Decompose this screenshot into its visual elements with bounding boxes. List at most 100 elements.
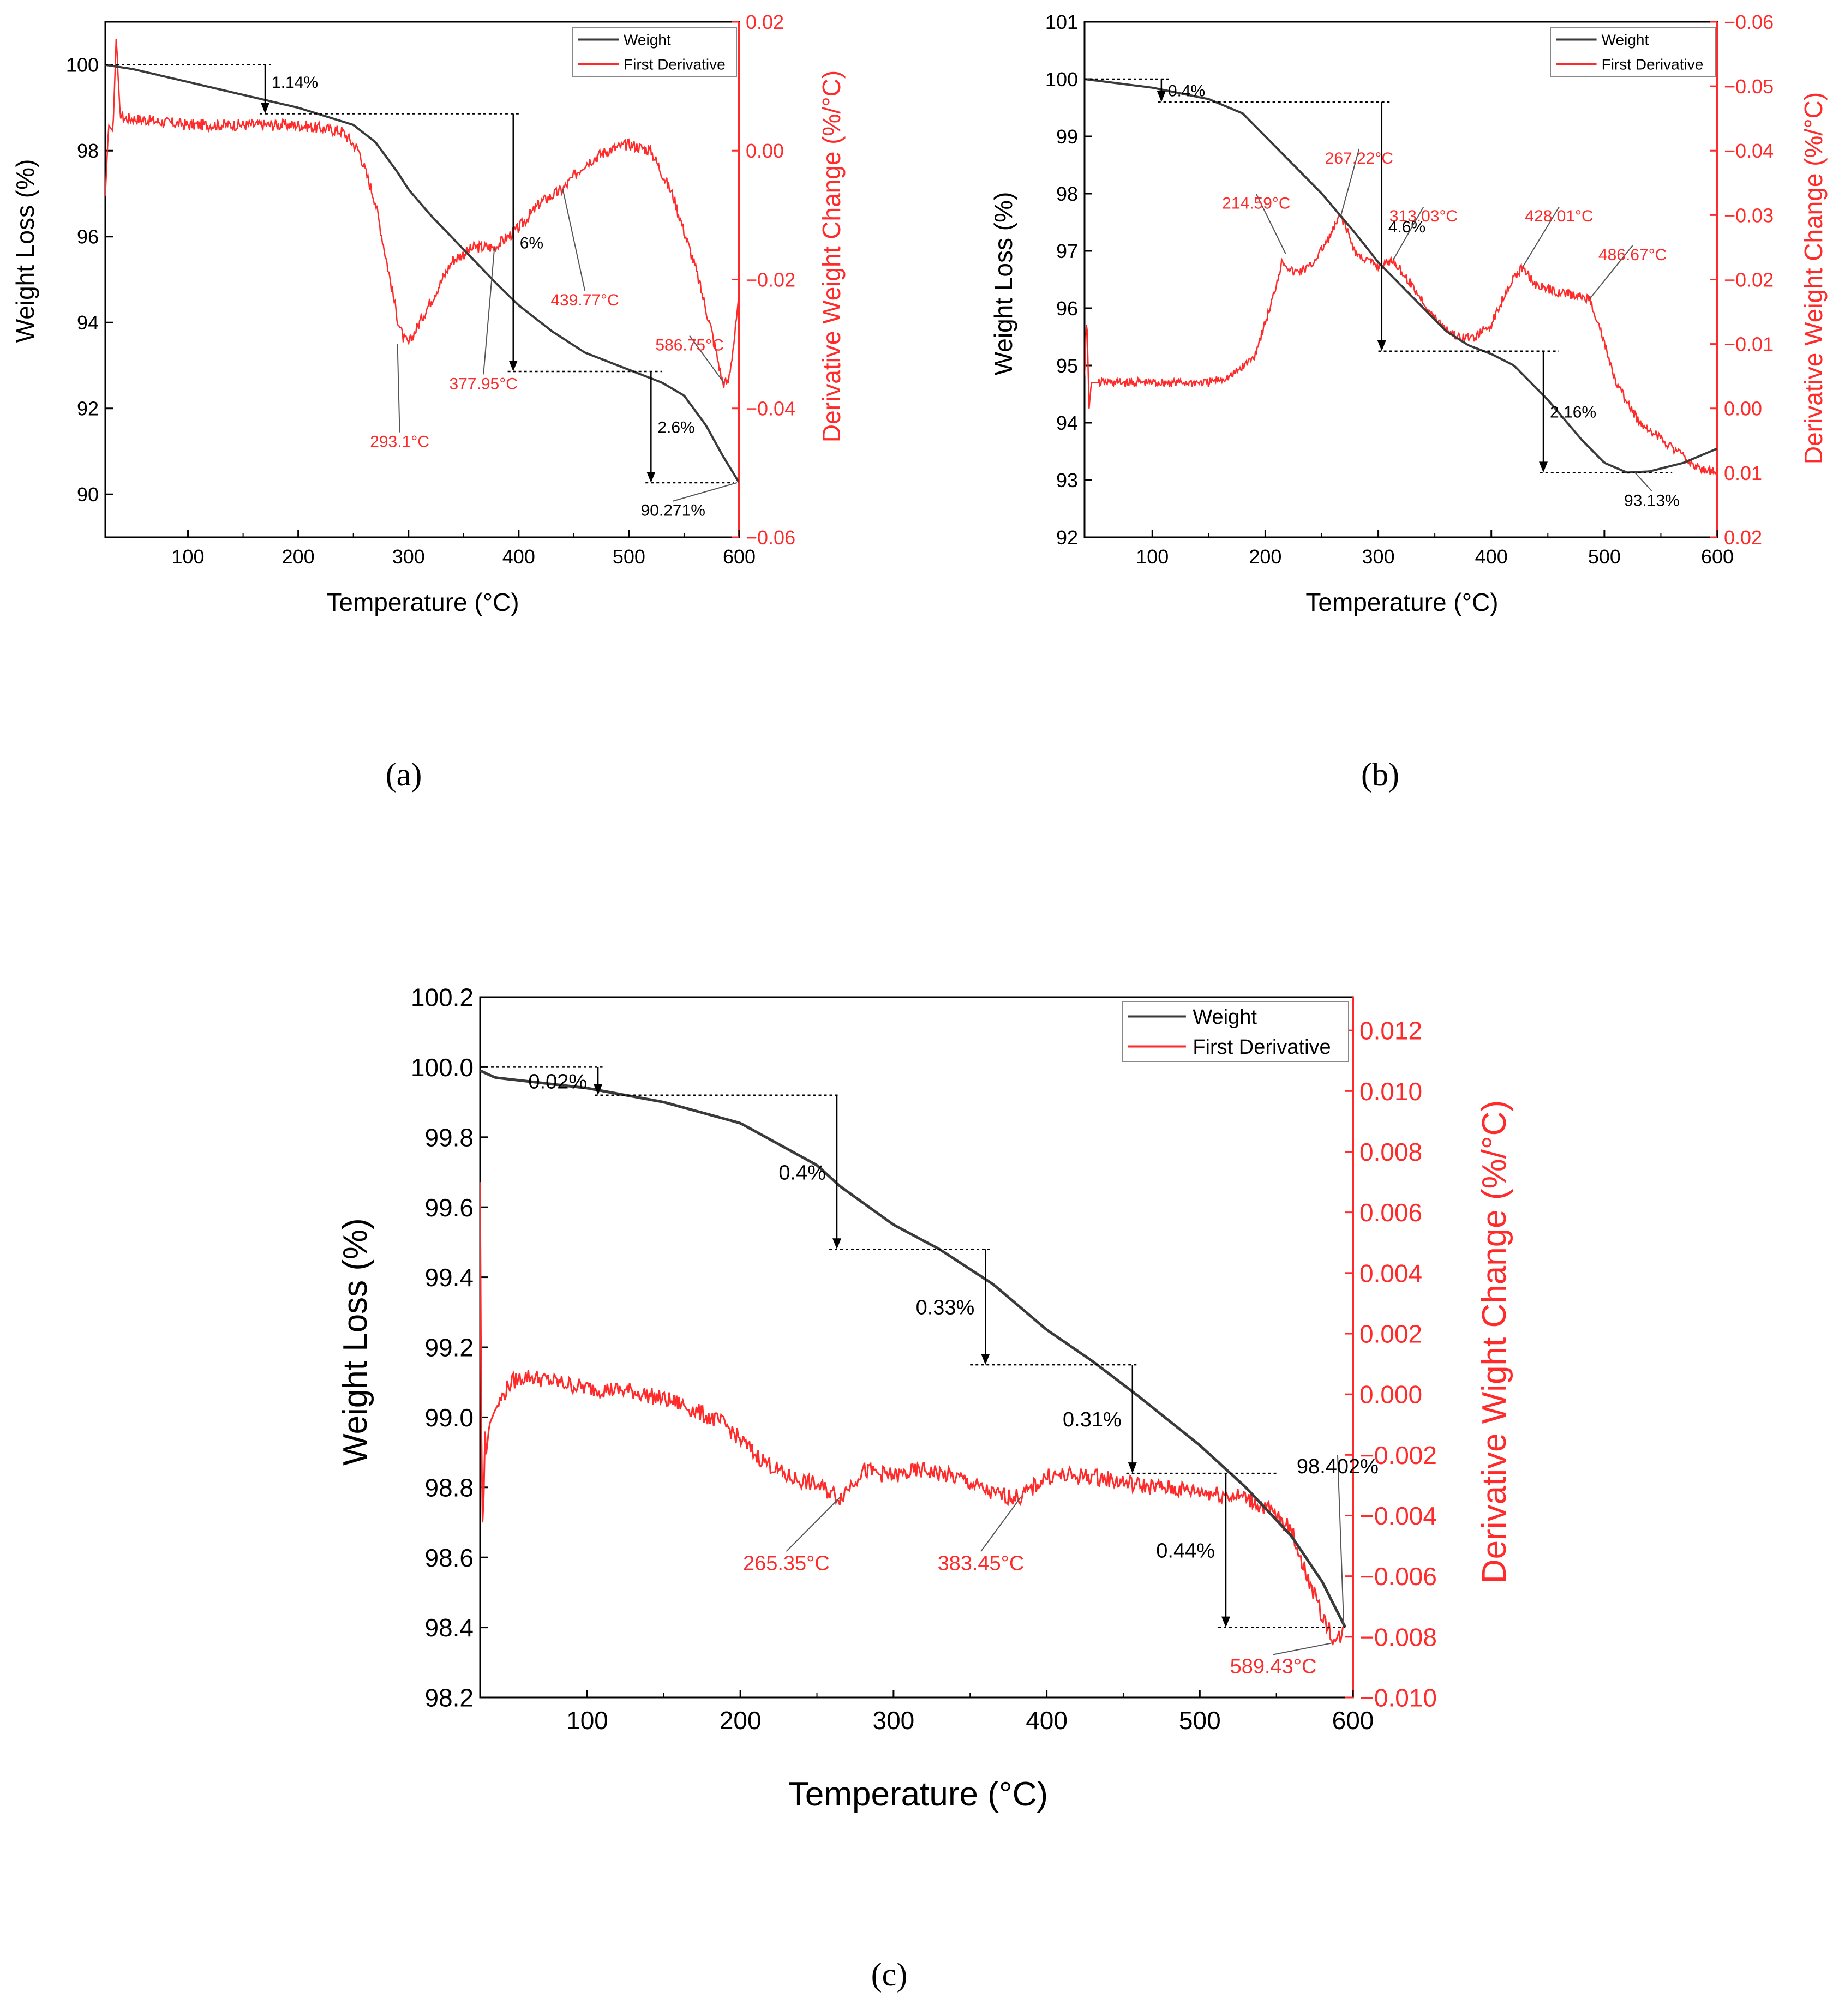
x-tick-label: 400: [502, 545, 535, 568]
x-tick-label: 600: [1701, 545, 1734, 568]
annotation-leader: [689, 335, 724, 383]
y-left-tick-label: 93: [1056, 469, 1078, 491]
annotation-leader: [673, 482, 738, 502]
annotation-leader: [397, 344, 400, 433]
x-tick-label: 100: [1136, 545, 1169, 568]
drop-arrow-head: [1377, 340, 1386, 351]
annotation-leader: [562, 189, 586, 291]
derivative-series-line: [105, 39, 739, 388]
annotation-leader: [1392, 206, 1424, 261]
y-right-tick-label: −0.06: [1724, 11, 1774, 33]
y-right-tick-label: 0.000: [1359, 1381, 1422, 1409]
y-right-tick-label: 0.00: [1724, 398, 1762, 420]
y-right-tick-label: 0.004: [1359, 1259, 1422, 1287]
y-left-tick-label: 100.0: [411, 1053, 474, 1082]
y-left-tick-label: 96: [1056, 297, 1078, 320]
drop-label: 2.16%: [1550, 404, 1596, 422]
annotation-label: 98.402%: [1297, 1455, 1379, 1478]
x-tick-label: 500: [1588, 545, 1621, 568]
y-axis-left-label-c: Weight Loss (%): [337, 1218, 374, 1466]
panel-caption-c: (c): [871, 1957, 908, 1993]
y-axis-right-label-c: Derivative Wight Change (%/°C): [1476, 1100, 1513, 1583]
y-left-tick-label: 98.2: [424, 1684, 474, 1712]
y-right-tick-label: −0.002: [1359, 1441, 1437, 1469]
plot-frame: [104, 21, 740, 538]
drop-label: 1.14%: [272, 74, 318, 92]
annotation-label: 90.271%: [641, 502, 705, 520]
drop-label: 0.33%: [916, 1296, 975, 1319]
annotation-label: 313.03°C: [1389, 207, 1458, 225]
y-axis-right-label-a: Derivative Weight Change (%/°C): [817, 70, 846, 442]
x-tick-label: 300: [873, 1706, 915, 1735]
x-tick-label: 600: [723, 545, 756, 568]
derivative-series-line: [1085, 214, 1717, 478]
plot-layer-a: 100 200 300 400 500 600 90 92 94 96 98 100 −0.06 −0.0…: [66, 11, 795, 568]
drop-label: 2.6%: [657, 419, 694, 437]
y-axis-left-label-a: Weight Loss (%): [11, 159, 39, 343]
annotation-leader: [1255, 194, 1286, 254]
legend-entry-label: First Derivative: [1602, 56, 1704, 73]
y-axis-right-label-b: Derivative Weight Change (%/°C): [1799, 92, 1828, 464]
drop-label: 4.6%: [1388, 218, 1425, 236]
y-left-tick-label: 98.4: [424, 1613, 474, 1642]
y-left-tick-label: 98.8: [424, 1473, 474, 1502]
y-right-tick-label: 0.02: [1724, 526, 1762, 549]
annotation-leader: [786, 1497, 841, 1552]
y-left-tick-label: 98: [77, 140, 99, 162]
drop-arrow-head: [261, 103, 270, 114]
annotation-label: 383.45°C: [937, 1552, 1024, 1575]
x-axis-label-b: Temperature (°C): [1305, 588, 1498, 616]
drop-label: 0.31%: [1063, 1408, 1122, 1431]
y-left-tick-label: 99.2: [424, 1334, 474, 1362]
x-axis-label-c: Temperature (°C): [788, 1775, 1048, 1813]
y-right-tick-label: −0.04: [1724, 140, 1774, 162]
annotation-leader: [1589, 245, 1633, 299]
y-left-tick-label: 99.6: [424, 1193, 474, 1222]
chart-panel-c: 100 200 300 400 500 600 98.2 98.4 98.6 98.8 99.0 99…: [337, 983, 1513, 1993]
y-right-tick-label: 0.002: [1359, 1320, 1422, 1348]
y-right-tick-label: 0.00: [746, 140, 784, 162]
y-left-tick-label: 94: [77, 311, 99, 334]
y-right-tick-label: 0.01: [1724, 462, 1762, 484]
drop-arrow-head: [1539, 461, 1548, 473]
annotation-leader: [1337, 1454, 1345, 1624]
y-left-tick-label: 99.0: [424, 1403, 474, 1432]
y-right-tick-label: −0.004: [1359, 1502, 1437, 1530]
x-tick-label: 500: [613, 545, 645, 568]
y-right-tick-label: −0.008: [1359, 1623, 1437, 1651]
x-tick-label: 400: [1475, 545, 1508, 568]
y-right-tick-label: 0.012: [1359, 1017, 1422, 1045]
drop-label: 6%: [520, 234, 543, 252]
chart-panel-a: 100 200 300 400 500 600 90 92 94 96 98 100 −0.06 −0.0…: [11, 11, 846, 793]
y-left-tick-label: 96: [77, 226, 99, 248]
y-left-tick-label: 95: [1056, 355, 1078, 377]
y-right-tick-label: 0.008: [1359, 1138, 1422, 1166]
y-right-tick-label: −0.010: [1359, 1684, 1437, 1712]
drop-label: 0.44%: [1156, 1540, 1215, 1563]
y-right-tick-label: 0.02: [746, 11, 784, 33]
annotation-label: 93.13%: [1624, 491, 1680, 509]
annotation-label: 439.77°C: [550, 291, 619, 309]
y-axis-left-label-b: Weight Loss (%): [989, 192, 1017, 376]
y-right-tick-label: −0.06: [746, 526, 795, 549]
y-right-tick-label: −0.02: [1724, 268, 1774, 291]
annotation-leader: [1634, 472, 1652, 491]
annotation-label: 214.59°C: [1222, 195, 1290, 213]
derivative-series-line: [480, 1182, 1346, 1647]
drop-arrow-head: [981, 1354, 990, 1365]
y-right-tick-label: −0.01: [1724, 333, 1774, 356]
annotation-label: 428.01°C: [1525, 207, 1593, 225]
drop-arrow-head: [594, 1084, 603, 1095]
y-left-tick-label: 94: [1056, 412, 1078, 434]
annotation-leader: [1522, 206, 1560, 267]
drop-label: 0.4%: [778, 1161, 826, 1184]
legend-box: [1550, 27, 1716, 77]
annotation-label: 377.95°C: [449, 375, 517, 393]
legend-entry-label: Weight: [624, 32, 671, 49]
annotation-label: 589.43°C: [1230, 1655, 1317, 1678]
y-right-tick-label: 0.010: [1359, 1077, 1422, 1106]
x-tick-label: 200: [282, 545, 315, 568]
legend-entry-label: Weight: [1602, 32, 1649, 49]
legend-entry-label: First Derivative: [1193, 1036, 1331, 1059]
